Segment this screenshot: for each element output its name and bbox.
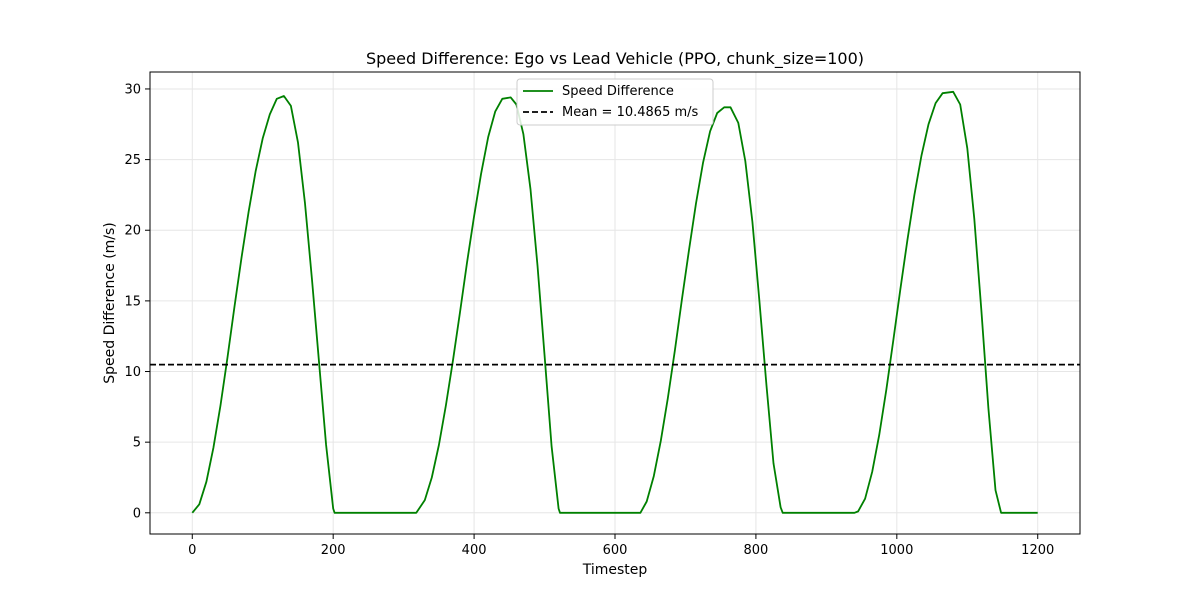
y-tick-label: 25 [124, 153, 141, 168]
legend-label-mean: Mean = 10.4865 m/s [562, 105, 699, 120]
legend-label-speed-difference: Speed Difference [562, 84, 674, 99]
plot-area [150, 90, 1080, 514]
axis-ticks: 0 200 400 600 800 1000 1200 0 5 10 15 20 25 30 [124, 82, 1054, 558]
y-axis-label: Speed Difference (m/s) [102, 222, 118, 384]
legend-box [516, 78, 714, 126]
y-tick-label: 10 [124, 365, 141, 380]
y-tick-label: 20 [124, 224, 141, 239]
y-tick-label: 15 [124, 294, 141, 309]
x-tick-label: 600 [603, 543, 628, 558]
legend: Speed Difference Mean = 10.4865 m/s [516, 78, 714, 126]
y-tick-label: 30 [124, 82, 141, 97]
x-tick-label: 800 [743, 543, 768, 558]
speed-difference-line [191, 90, 1038, 514]
chart-title: Speed Difference: Ego vs Lead Vehicle (P… [366, 49, 864, 69]
x-tick-label: 0 [188, 543, 196, 558]
x-tick-label: 1200 [1021, 543, 1054, 558]
x-tick-label: 200 [321, 543, 346, 558]
x-tick-label: 1000 [880, 543, 913, 558]
x-axis-label: Timestep [582, 562, 648, 578]
y-tick-label: 5 [133, 436, 141, 451]
y-tick-label: 0 [133, 506, 141, 521]
x-tick-label: 400 [462, 543, 487, 558]
grid-lines [150, 72, 1080, 534]
